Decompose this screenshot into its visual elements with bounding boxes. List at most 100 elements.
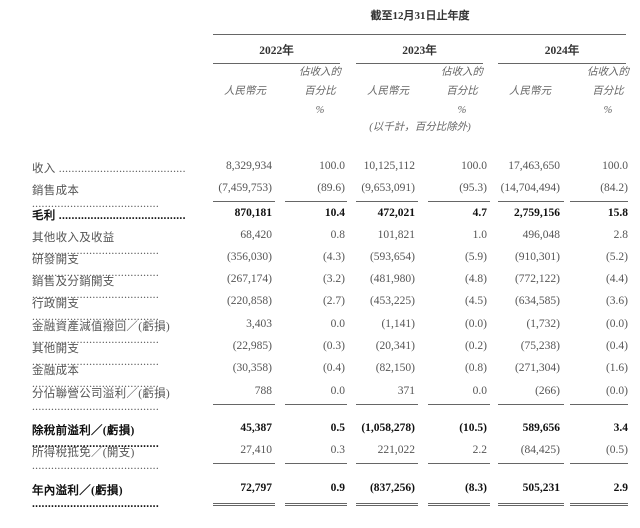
cell-rmb-2024: (271,304) <box>514 362 560 374</box>
cell-pct-2024: (0.0) <box>605 385 628 397</box>
row-label: 銷售及分銷開支 <box>32 273 202 301</box>
period-divider <box>213 34 626 35</box>
cell-pct-2022: 100.0 <box>319 160 345 172</box>
year-divider <box>498 63 626 64</box>
row-label: 年內溢利／(虧損) <box>32 482 202 510</box>
subtotal-underline <box>498 463 564 464</box>
cell-pct-2024: (1.6) <box>605 362 628 374</box>
col-pct-2022: 佔收入的 百分比% <box>299 67 341 116</box>
cell-pct-2023: 2.2 <box>472 444 487 456</box>
cell-rmb-2024: (266) <box>535 385 560 397</box>
subtotal-underline <box>356 201 418 202</box>
cell-rmb-2024: 2,759,156 <box>514 207 560 219</box>
cell-pct-2022: (0.3) <box>322 340 345 352</box>
cell-rmb-2023: 221,022 <box>377 444 415 456</box>
subtotal-underline <box>285 404 347 405</box>
cell-pct-2023: 0.0 <box>472 385 487 397</box>
table-row: 其他開支(22,985)(0.3)(20,341)(0.2)(75,238)(0… <box>0 340 640 358</box>
cell-pct-2023: (4.8) <box>464 273 487 285</box>
row-label: 分佔聯營公司溢利／(虧損) <box>32 385 202 413</box>
row-label: 其他收入及收益 <box>32 229 202 257</box>
table-row: 金融成本(30,358)(0.4)(82,150)(0.8)(271,304)(… <box>0 362 640 380</box>
cell-pct-2023: (0.0) <box>464 318 487 330</box>
row-label: 其他開支 <box>32 340 202 368</box>
cell-pct-2023: 1.0 <box>472 229 487 241</box>
double-underline <box>570 503 628 506</box>
year-2023: 2023年 <box>402 45 437 57</box>
cell-pct-2024: (5.2) <box>605 251 628 263</box>
cell-rmb-2022: (30,358) <box>232 362 272 374</box>
cell-rmb-2023: 101,821 <box>377 229 415 241</box>
cell-rmb-2023: (82,150) <box>375 362 415 374</box>
cell-pct-2023: (0.8) <box>464 362 487 374</box>
col-pct-2024: 佔收入的 百分比% <box>587 67 629 116</box>
cell-pct-2024: (84.2) <box>600 182 628 194</box>
cell-rmb-2022: 45,387 <box>240 422 272 434</box>
cell-rmb-2022: (267,174) <box>226 273 272 285</box>
cell-pct-2024: 2.9 <box>613 482 628 494</box>
cell-pct-2023: (95.3) <box>459 182 487 194</box>
cell-pct-2022: 10.4 <box>324 207 345 219</box>
cell-rmb-2022: (7,459,753) <box>218 182 272 194</box>
cell-rmb-2023: (20,341) <box>375 340 415 352</box>
cell-pct-2022: 0.8 <box>330 229 345 241</box>
cell-rmb-2024: 589,656 <box>522 422 560 434</box>
table-row: 研發開支(356,030)(4.3)(593,654)(5.9)(910,301… <box>0 251 640 269</box>
cell-pct-2022: 0.5 <box>330 422 345 434</box>
subtotal-underline <box>213 201 275 202</box>
subtotal-underline <box>428 463 490 464</box>
cell-pct-2023: (8.3) <box>464 482 487 494</box>
subtotal-underline <box>285 201 347 202</box>
cell-rmb-2022: 3,403 <box>246 318 272 330</box>
table-row: 行政開支(220,858)(2.7)(453,225)(4.5)(634,585… <box>0 295 640 313</box>
double-underline <box>498 503 564 506</box>
cell-pct-2024: (4.4) <box>605 273 628 285</box>
subtotal-underline <box>428 201 490 202</box>
cell-rmb-2022: 8,329,934 <box>226 160 272 172</box>
cell-pct-2024: (0.0) <box>605 318 628 330</box>
row-label: 金融資產減值撥回／(虧損) <box>32 318 202 346</box>
subtotal-underline <box>498 201 564 202</box>
cell-pct-2022: 0.0 <box>330 318 345 330</box>
cell-pct-2022: (3.2) <box>322 273 345 285</box>
cell-rmb-2022: (356,030) <box>226 251 272 263</box>
cell-pct-2022: 0.0 <box>330 385 345 397</box>
period-header: 截至12月31日止年度 <box>370 10 470 22</box>
cell-rmb-2022: (220,858) <box>226 295 272 307</box>
year-2024: 2024年 <box>544 45 580 57</box>
cell-rmb-2024: 505,231 <box>522 482 560 494</box>
cell-rmb-2023: (837,256) <box>369 482 415 494</box>
row-label: 所得稅抵免／(開支) <box>32 444 202 472</box>
cell-pct-2022: (89.6) <box>317 182 345 194</box>
table-row: 除稅前溢利／(虧損)45,3870.5(1,058,278)(10.5)589,… <box>0 422 640 440</box>
unit-note: (以千計，百分比除外) <box>369 122 471 133</box>
cell-rmb-2023: 371 <box>397 385 415 397</box>
cell-pct-2022: 0.3 <box>330 444 345 456</box>
col-rmb-2024: 人民幣元 <box>509 86 551 97</box>
cell-rmb-2024: 496,048 <box>522 229 560 241</box>
double-underline <box>428 503 490 506</box>
col-rmb-2022: 人民幣元 <box>224 86 266 97</box>
cell-rmb-2022: (22,985) <box>232 340 272 352</box>
cell-rmb-2024: (14,704,494) <box>500 182 560 194</box>
cell-rmb-2022: 27,410 <box>240 444 272 456</box>
row-label: 研發開支 <box>32 251 202 279</box>
row-label: 金融成本 <box>32 362 202 390</box>
table-row: 年內溢利／(虧損)72,7970.9(837,256)(8.3)505,2312… <box>0 482 640 500</box>
double-underline <box>285 503 347 506</box>
double-underline <box>356 503 418 506</box>
cell-rmb-2024: (910,301) <box>514 251 560 263</box>
cell-rmb-2024: (84,425) <box>520 444 560 456</box>
cell-pct-2024: 100.0 <box>602 160 628 172</box>
cell-rmb-2023: (1,058,278) <box>361 422 415 434</box>
subtotal-underline <box>213 463 275 464</box>
cell-rmb-2023: (481,980) <box>369 273 415 285</box>
row-label: 行政開支 <box>32 295 202 323</box>
table-row: 金融資產減值撥回／(虧損)3,4030.0(1,141)(0.0)(1,732)… <box>0 318 640 336</box>
cell-rmb-2024: (634,585) <box>514 295 560 307</box>
cell-pct-2024: 15.8 <box>607 207 628 219</box>
subtotal-underline <box>356 404 418 405</box>
cell-rmb-2023: (1,141) <box>381 318 415 330</box>
year-divider <box>356 63 483 64</box>
